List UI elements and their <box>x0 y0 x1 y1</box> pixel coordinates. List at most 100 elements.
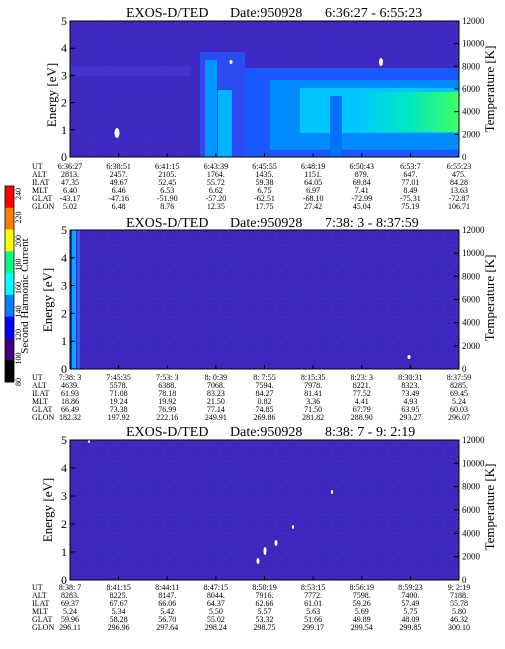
panel-2-row-label: MLT <box>32 397 48 406</box>
colorbar-tick-label: 100 <box>14 353 23 365</box>
panel-1-table-cell: -68.10 <box>303 194 324 203</box>
panel-3-table-cell: 49.89 <box>353 615 371 624</box>
panel-2-table-cell: 197.92 <box>108 413 130 422</box>
panel-1-table-cell: 77.01 <box>401 178 419 187</box>
panel-2-table-cell: 8:37:59 <box>447 373 471 382</box>
panel-3-table-cell: 59.26 <box>353 599 371 608</box>
panel-3-table-cell: 5.63 <box>306 607 320 616</box>
panel-3-table-cell: 5.80 <box>452 607 466 616</box>
panel-3-y-axis: 5 4 3 2 1 0 <box>61 433 75 587</box>
panel-1-table-cell: 8.76 <box>160 202 174 211</box>
panel-2-table-cell: 61.93 <box>61 389 79 398</box>
panel-2-table-cell: 8285. <box>450 381 468 390</box>
panel-3-table-cell: 5.50 <box>209 607 223 616</box>
panel-3-table-cell: 8283. <box>61 591 79 600</box>
panel-2-time-range: 7:38: 3 - 8:37:59 <box>325 216 419 231</box>
panel-3-table-cell: 55.78 <box>450 599 468 608</box>
panel-1-table-cell: 47.35 <box>61 178 79 187</box>
panel-2-table-cell: 21.50 <box>207 397 225 406</box>
panel-1-table-cell: 647. <box>403 170 417 179</box>
panel-3-table-cell: 51.66 <box>304 615 322 624</box>
panel-3-table-cell: 298.24 <box>205 623 227 632</box>
panel-1-table-cell: 6.97 <box>306 186 320 195</box>
panel-1-row-label: GLAT <box>32 194 53 203</box>
panel-3-ytick-label: 2 <box>61 517 67 531</box>
panel-2-row-label: GLAT <box>32 405 53 414</box>
panel-2-table-cell: 8:23: 3 <box>351 373 373 382</box>
panel-2-table-cell: 296.07 <box>448 413 470 422</box>
panel-3-table-cell: 58.28 <box>110 615 128 624</box>
colorbar-swatch <box>5 229 14 252</box>
panel-2-table-cell: 5578. <box>110 381 128 390</box>
panel-1-y-axis: 5 4 3 2 1 0 <box>61 14 75 164</box>
panel-1: EXOS-D/TED Date:950928 6:36:27 - 6:55:23… <box>32 6 497 211</box>
panel-1-table-cell: 2105. <box>158 170 176 179</box>
panel-1-table-cell: 6:36:27 <box>58 162 82 171</box>
panel-3-row-label: UT <box>32 583 43 592</box>
panel-3-table-cell: 66.06 <box>158 599 176 608</box>
panel-2-table-cell: 281.82 <box>302 413 324 422</box>
panel-3-table-cell: 5.69 <box>355 607 369 616</box>
panel-3-table-cell: 53.32 <box>256 615 274 624</box>
panel-3-table-cell: 8044. <box>207 591 225 600</box>
panel-1-table-cell: 69.84 <box>353 178 371 187</box>
panel-2-table-cell: 182.32 <box>59 413 81 422</box>
panel-1-row-label: ALT <box>32 170 47 179</box>
panel-3-table-cell: 7400. <box>401 591 419 600</box>
panel-2-table-cell: 8: 7:55 <box>253 373 275 382</box>
panel-1-table-cell: 6:38:51 <box>106 162 130 171</box>
panel-1-row-label: MLT <box>32 186 48 195</box>
panel-1-table-cell: 8.49 <box>403 186 417 195</box>
panel-3-y2tick-label: 10000 <box>462 458 485 468</box>
panel-2-table-cell: 83.23 <box>207 389 225 398</box>
panel-2-table-cell: 249.91 <box>205 413 227 422</box>
panel-2-table-cell: 7:53: 3 <box>156 373 178 382</box>
colorbar-title: Second Harmonic Current <box>19 238 31 353</box>
panel-2-table-cell: 5.24 <box>452 397 466 406</box>
panel-2-table-cell: 7:45:35 <box>106 373 130 382</box>
panel-3-date: Date:950928 <box>230 425 302 440</box>
panel-1-table-cell: 1435. <box>256 170 274 179</box>
panel-1-table-cell: 6:43:39 <box>204 162 228 171</box>
panel-2-table-cell: 18.86 <box>61 397 79 406</box>
panel-1-ylabel: Energy [eV] <box>44 63 59 127</box>
panel-2-ytick-label: 5 <box>61 223 67 237</box>
panel-3-table-cell: 62.66 <box>256 599 274 608</box>
panel-3-table-cell: 299.85 <box>399 623 421 632</box>
panel-3-ytick-label: 4 <box>61 461 67 475</box>
panel-2-table-cell: 222.16 <box>156 413 178 422</box>
panel-1-row-label: ILAT <box>32 178 49 187</box>
panel-2-ytick-label: 4 <box>61 251 67 265</box>
panel-2-table-cell: 73.38 <box>110 405 128 414</box>
panel-1-table-cell: -72.99 <box>351 194 372 203</box>
panel-2-y2tick-label: 10000 <box>462 248 485 258</box>
panel-3-table-cell: 7598. <box>353 591 371 600</box>
colorbar-swatch <box>5 273 14 296</box>
colorbar-tick-label: 220 <box>14 212 23 224</box>
panel-2-table-cell: 67.79 <box>353 405 371 414</box>
panel-1-table-cell: 52.45 <box>158 178 176 187</box>
panel-3-table-cell: 57.49 <box>401 599 419 608</box>
panel-1-table-cell: 55.72 <box>207 178 225 187</box>
panel-2-table-cell: 8323. <box>401 381 419 390</box>
panel-2-date: Date:950928 <box>230 216 302 231</box>
panel-3-table-cell: 5.57 <box>258 607 272 616</box>
panel-2: EXOS-D/TED Date:950928 7:38: 3 - 8:37:59… <box>32 216 497 422</box>
panel-3-y2tick-label: 8000 <box>462 482 481 492</box>
panel-3-table-cell: 5.42 <box>160 607 174 616</box>
panel-2-table-cell: 63.95 <box>401 405 419 414</box>
colorbar-swatch <box>5 186 14 209</box>
panel-1-table-cell: 6.62 <box>209 186 223 195</box>
panel-1-table-cell: 64.05 <box>304 178 322 187</box>
panel-1-y2tick-label: 6000 <box>462 84 481 94</box>
panel-2-table-cell: 288.90 <box>351 413 373 422</box>
panel-3-table-cell: 299.54 <box>351 623 373 632</box>
panel-1-ytick-label: 3 <box>61 68 67 82</box>
panel-3-ytick-label: 3 <box>61 489 67 503</box>
colorbar-swatch <box>5 316 14 339</box>
panel-1-table-cell: 27.42 <box>304 202 322 211</box>
colorbar-swatch <box>5 294 14 318</box>
panel-3-row-label: ALT <box>32 591 47 600</box>
panel-3-y2tick-label: 0 <box>462 575 467 585</box>
panel-2-row-label: GLON <box>32 413 54 422</box>
